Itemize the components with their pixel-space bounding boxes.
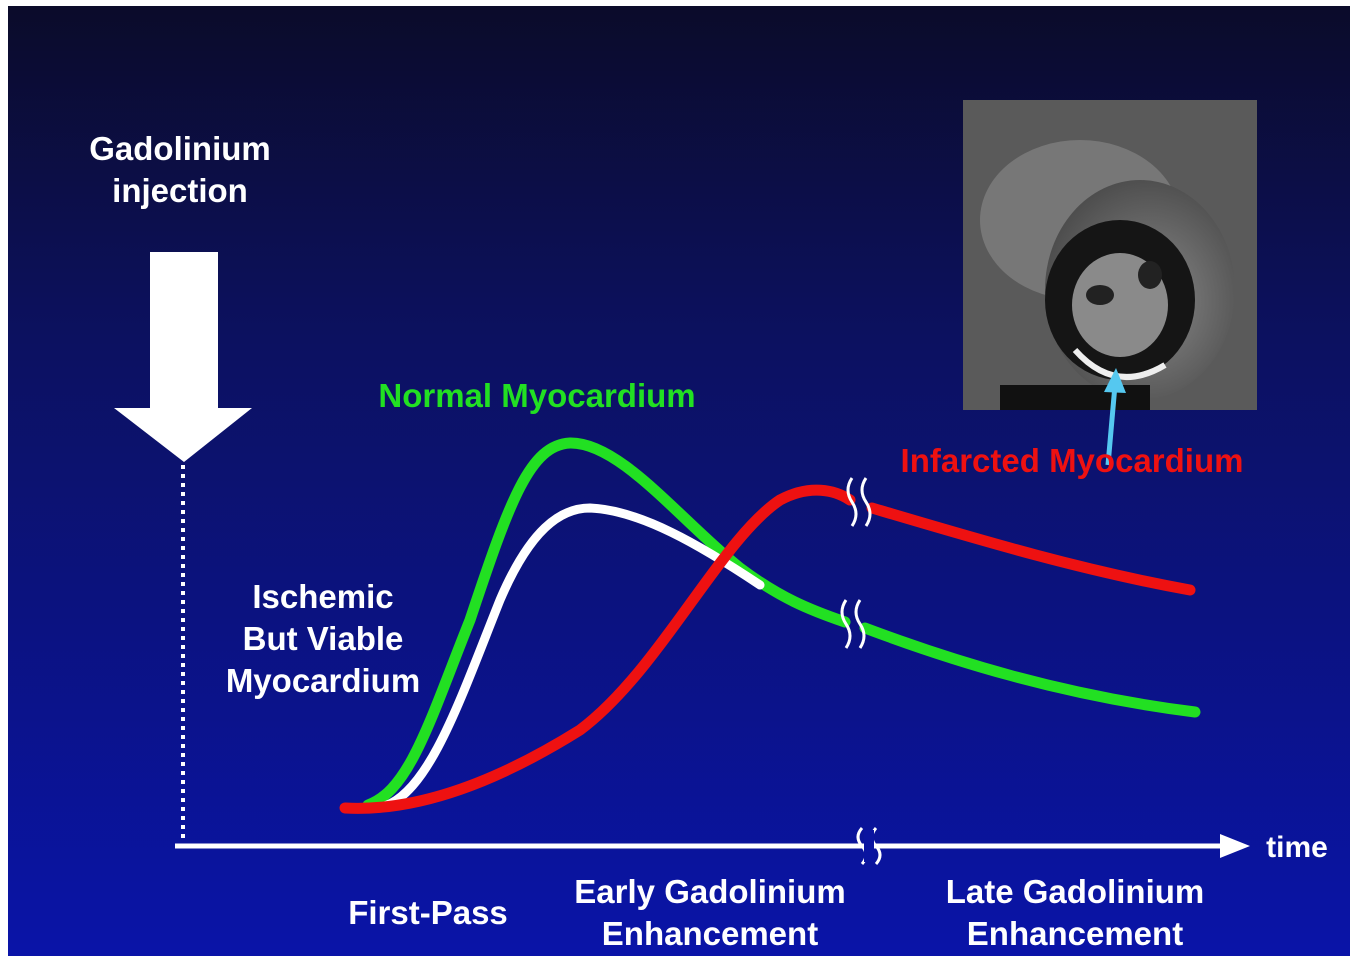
ischemic-label: Ischemic [252, 578, 393, 615]
mri-image [963, 100, 1257, 410]
infarcted-label: Infarcted Myocardium [901, 442, 1244, 479]
injection-label: injection [112, 172, 248, 209]
phase-label: Enhancement [602, 915, 818, 952]
ischemic-label: But Viable [243, 620, 404, 657]
normal-label: Normal Myocardium [378, 377, 695, 414]
phase-label: Late Gadolinium [946, 873, 1205, 910]
diagram: Gadolinium injection Normal Myocardium I… [0, 0, 1357, 960]
phase-label: Early Gadolinium [574, 873, 845, 910]
ischemic-label: Myocardium [226, 662, 420, 699]
axis-gap [864, 830, 874, 862]
phase-label: Enhancement [967, 915, 1183, 952]
phase-label: First-Pass [348, 894, 508, 931]
injection-label: Gadolinium [89, 130, 271, 167]
axis-label: time [1266, 831, 1328, 864]
